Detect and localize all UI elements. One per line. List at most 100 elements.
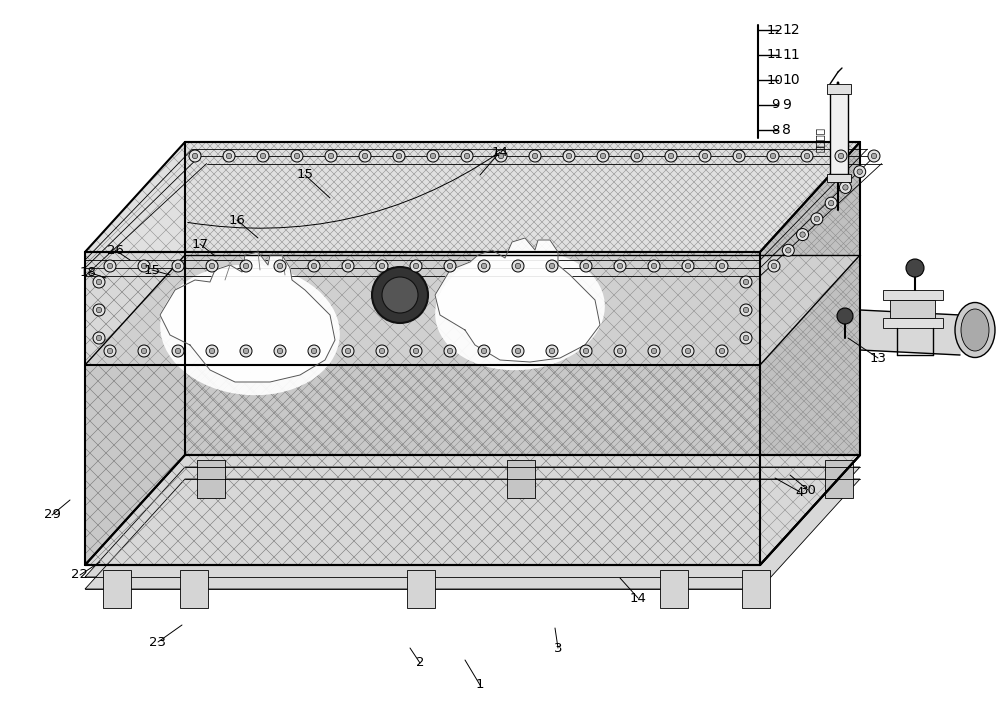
Text: 14: 14 xyxy=(492,145,508,158)
Circle shape xyxy=(206,260,218,272)
Circle shape xyxy=(740,276,752,288)
Circle shape xyxy=(277,263,283,269)
Polygon shape xyxy=(185,255,860,455)
Polygon shape xyxy=(85,467,860,577)
Bar xyxy=(407,570,435,608)
Circle shape xyxy=(702,153,708,159)
Circle shape xyxy=(413,348,419,354)
Text: 18: 18 xyxy=(80,265,96,279)
Circle shape xyxy=(839,181,851,193)
Circle shape xyxy=(786,247,791,253)
Circle shape xyxy=(93,276,105,288)
Polygon shape xyxy=(85,455,860,565)
Circle shape xyxy=(804,153,810,159)
Circle shape xyxy=(444,260,456,272)
Circle shape xyxy=(257,150,269,162)
Polygon shape xyxy=(85,455,860,565)
Text: 10: 10 xyxy=(782,73,800,87)
Circle shape xyxy=(512,345,524,357)
Circle shape xyxy=(617,348,623,354)
Text: 管和蒸气: 管和蒸气 xyxy=(815,128,825,153)
Circle shape xyxy=(868,150,880,162)
Circle shape xyxy=(382,277,418,313)
Circle shape xyxy=(138,260,150,272)
Circle shape xyxy=(308,345,320,357)
Circle shape xyxy=(291,150,303,162)
Text: 15: 15 xyxy=(144,264,160,277)
Circle shape xyxy=(770,153,776,159)
Circle shape xyxy=(96,307,102,313)
Circle shape xyxy=(651,263,657,269)
Polygon shape xyxy=(760,142,860,565)
Bar xyxy=(827,174,851,182)
Bar xyxy=(103,570,131,608)
Circle shape xyxy=(685,348,691,354)
Circle shape xyxy=(379,348,385,354)
Circle shape xyxy=(682,260,694,272)
Circle shape xyxy=(515,263,521,269)
Text: 10: 10 xyxy=(767,73,783,86)
Ellipse shape xyxy=(435,250,605,370)
Circle shape xyxy=(736,153,742,159)
Circle shape xyxy=(413,263,419,269)
Circle shape xyxy=(277,348,283,354)
Circle shape xyxy=(372,267,428,323)
Circle shape xyxy=(716,260,728,272)
Circle shape xyxy=(498,153,504,159)
Text: 29: 29 xyxy=(44,508,60,521)
Circle shape xyxy=(104,345,116,357)
Circle shape xyxy=(93,304,105,316)
Circle shape xyxy=(240,260,252,272)
Circle shape xyxy=(512,260,524,272)
Circle shape xyxy=(311,263,317,269)
Circle shape xyxy=(189,150,201,162)
Circle shape xyxy=(447,348,453,354)
Ellipse shape xyxy=(160,265,340,395)
Circle shape xyxy=(325,150,337,162)
Circle shape xyxy=(566,153,572,159)
Text: 1: 1 xyxy=(476,679,484,692)
Circle shape xyxy=(172,345,184,357)
Circle shape xyxy=(379,263,385,269)
Circle shape xyxy=(107,263,113,269)
Circle shape xyxy=(481,263,487,269)
Text: 17: 17 xyxy=(192,237,208,250)
Circle shape xyxy=(447,263,453,269)
Circle shape xyxy=(209,348,215,354)
Circle shape xyxy=(141,263,147,269)
Bar xyxy=(660,570,688,608)
Circle shape xyxy=(495,150,507,162)
Circle shape xyxy=(797,229,809,240)
Circle shape xyxy=(782,245,794,256)
Bar xyxy=(825,460,853,498)
Circle shape xyxy=(600,153,606,159)
Circle shape xyxy=(308,260,320,272)
Circle shape xyxy=(825,197,837,209)
Circle shape xyxy=(430,153,436,159)
Circle shape xyxy=(733,150,745,162)
Circle shape xyxy=(811,213,823,225)
Circle shape xyxy=(597,150,609,162)
Bar xyxy=(197,460,225,498)
Circle shape xyxy=(580,345,592,357)
Circle shape xyxy=(801,150,813,162)
Circle shape xyxy=(192,153,198,159)
Circle shape xyxy=(614,260,626,272)
Circle shape xyxy=(580,260,592,272)
Ellipse shape xyxy=(955,302,995,357)
Circle shape xyxy=(651,348,657,354)
Circle shape xyxy=(175,263,181,269)
Circle shape xyxy=(549,263,555,269)
Circle shape xyxy=(906,259,924,277)
Polygon shape xyxy=(85,255,860,365)
Circle shape xyxy=(563,150,575,162)
Circle shape xyxy=(107,348,113,354)
Circle shape xyxy=(617,263,623,269)
Circle shape xyxy=(175,348,181,354)
Text: 9: 9 xyxy=(782,98,791,112)
Circle shape xyxy=(685,263,691,269)
Circle shape xyxy=(243,348,249,354)
Circle shape xyxy=(743,307,749,313)
Circle shape xyxy=(767,150,779,162)
Circle shape xyxy=(96,279,102,284)
